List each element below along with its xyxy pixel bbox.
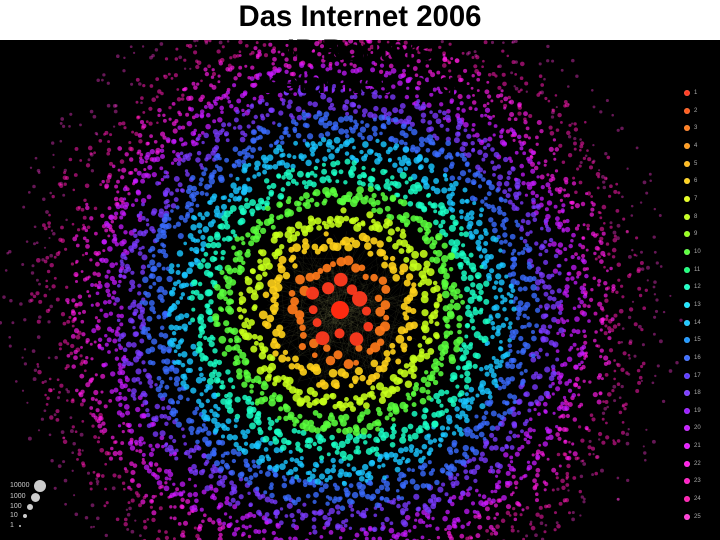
color-legend-swatch <box>684 355 690 361</box>
size-legend-label: 100 <box>10 503 22 511</box>
color-legend-item: 17 <box>684 373 712 379</box>
title-block: Das Internet 2006 IP Routers netdimes. o… <box>0 0 720 101</box>
color-legend-item: 13 <box>684 302 712 308</box>
color-legend-item: 4 <box>684 143 712 149</box>
color-legend-swatch <box>684 231 690 237</box>
color-legend-item: 3 <box>684 125 712 131</box>
size-legend-label: 10 <box>10 512 18 520</box>
color-legend-label: 18 <box>694 390 701 396</box>
color-legend-label: 19 <box>694 408 701 414</box>
size-legend-label: 10000 <box>10 482 29 490</box>
size-legend-row: 10 <box>10 512 46 520</box>
color-legend-label: 21 <box>694 443 701 449</box>
color-legend-swatch <box>684 390 690 396</box>
color-legend-swatch <box>684 514 690 520</box>
color-legend-label: 11 <box>694 267 700 273</box>
size-legend-dot <box>34 480 46 492</box>
color-legend-swatch <box>684 143 690 149</box>
color-legend-label: 4 <box>694 143 697 149</box>
color-legend-item: 8 <box>684 214 712 220</box>
color-legend-label: 9 <box>694 231 697 237</box>
size-legend-row: 1000 <box>10 493 46 502</box>
color-legend-swatch <box>684 196 690 202</box>
color-legend-label: 7 <box>694 196 697 202</box>
color-legend-label: 23 <box>694 478 701 484</box>
color-legend-item: 19 <box>684 408 712 414</box>
color-legend-label: 3 <box>694 125 697 131</box>
color-legend-item: 7 <box>684 196 712 202</box>
size-legend-dot <box>19 525 21 527</box>
color-legend-label: 17 <box>694 373 701 379</box>
color-legend-swatch <box>684 425 690 431</box>
color-legend-label: 25 <box>694 514 701 520</box>
color-legend-item: 20 <box>684 425 712 431</box>
color-legend-item: 18 <box>684 390 712 396</box>
color-legend-label: 24 <box>694 496 701 502</box>
color-legend-item: 15 <box>684 337 712 343</box>
size-legend-label: 1 <box>10 522 14 530</box>
color-legend-swatch <box>684 214 690 220</box>
size-legend-row: 100 <box>10 503 46 511</box>
color-legend-swatch <box>684 408 690 414</box>
color-legend-item: 24 <box>684 496 712 502</box>
title-line-3: netdimes. org <box>0 67 720 101</box>
color-legend-swatch <box>684 249 690 255</box>
color-legend-swatch <box>684 302 690 308</box>
color-legend-label: 8 <box>694 214 697 220</box>
color-legend-item: 12 <box>684 284 712 290</box>
color-legend-label: 10 <box>694 249 701 255</box>
size-legend-dot <box>27 504 33 510</box>
size-legend-dot <box>31 493 40 502</box>
color-legend-label: 15 <box>694 337 701 343</box>
title-line-1: Das Internet 2006 <box>0 0 720 34</box>
color-legend-item: 5 <box>684 161 712 167</box>
color-legend-label: 20 <box>694 425 701 431</box>
color-legend-swatch <box>684 284 690 290</box>
color-legend-swatch <box>684 443 690 449</box>
color-legend-swatch <box>684 320 690 326</box>
color-legend-item: 10 <box>684 249 712 255</box>
color-legend-label: 2 <box>694 108 697 114</box>
color-legend-item: 6 <box>684 178 712 184</box>
color-legend-label: 12 <box>694 284 701 290</box>
color-legend-item: 23 <box>684 478 712 484</box>
color-legend-swatch <box>684 178 690 184</box>
color-legend-label: 5 <box>694 161 697 167</box>
color-legend-item: 2 <box>684 108 712 114</box>
size-legend-dot <box>23 514 27 518</box>
size-legend-row: 10000 <box>10 480 46 492</box>
color-legend: 1234567891011121314151617181920212223242… <box>684 90 712 520</box>
color-legend-item: 21 <box>684 443 712 449</box>
color-legend-swatch <box>684 496 690 502</box>
color-legend-item: 22 <box>684 461 712 467</box>
color-legend-item: 11 <box>684 267 712 273</box>
color-legend-label: 16 <box>694 355 701 361</box>
size-legend: 10000 1000 10010 1 <box>10 479 46 530</box>
color-legend-swatch <box>684 461 690 467</box>
central-hub-node <box>331 301 349 319</box>
color-legend-swatch <box>684 337 690 343</box>
color-legend-swatch <box>684 373 690 379</box>
title-line-2: IP Routers <box>0 34 720 68</box>
slide-stage: Das Internet 2006 IP Routers netdimes. o… <box>0 0 720 540</box>
color-legend-swatch <box>684 267 690 273</box>
network-svg <box>0 40 720 540</box>
color-legend-swatch <box>684 125 690 131</box>
color-legend-swatch <box>684 108 690 114</box>
size-legend-label: 1000 <box>10 493 26 501</box>
color-legend-item: 14 <box>684 320 712 326</box>
color-legend-item: 9 <box>684 231 712 237</box>
color-legend-swatch <box>684 161 690 167</box>
network-visualization: 100001000100101 123456789101112131415161… <box>0 40 720 540</box>
color-legend-swatch <box>684 478 690 484</box>
color-legend-label: 22 <box>694 461 701 467</box>
color-legend-label: 13 <box>694 302 701 308</box>
color-legend-item: 16 <box>684 355 712 361</box>
color-legend-item: 25 <box>684 514 712 520</box>
color-legend-label: 6 <box>694 178 697 184</box>
size-legend-row: 1 <box>10 522 46 530</box>
color-legend-label: 14 <box>694 320 701 326</box>
